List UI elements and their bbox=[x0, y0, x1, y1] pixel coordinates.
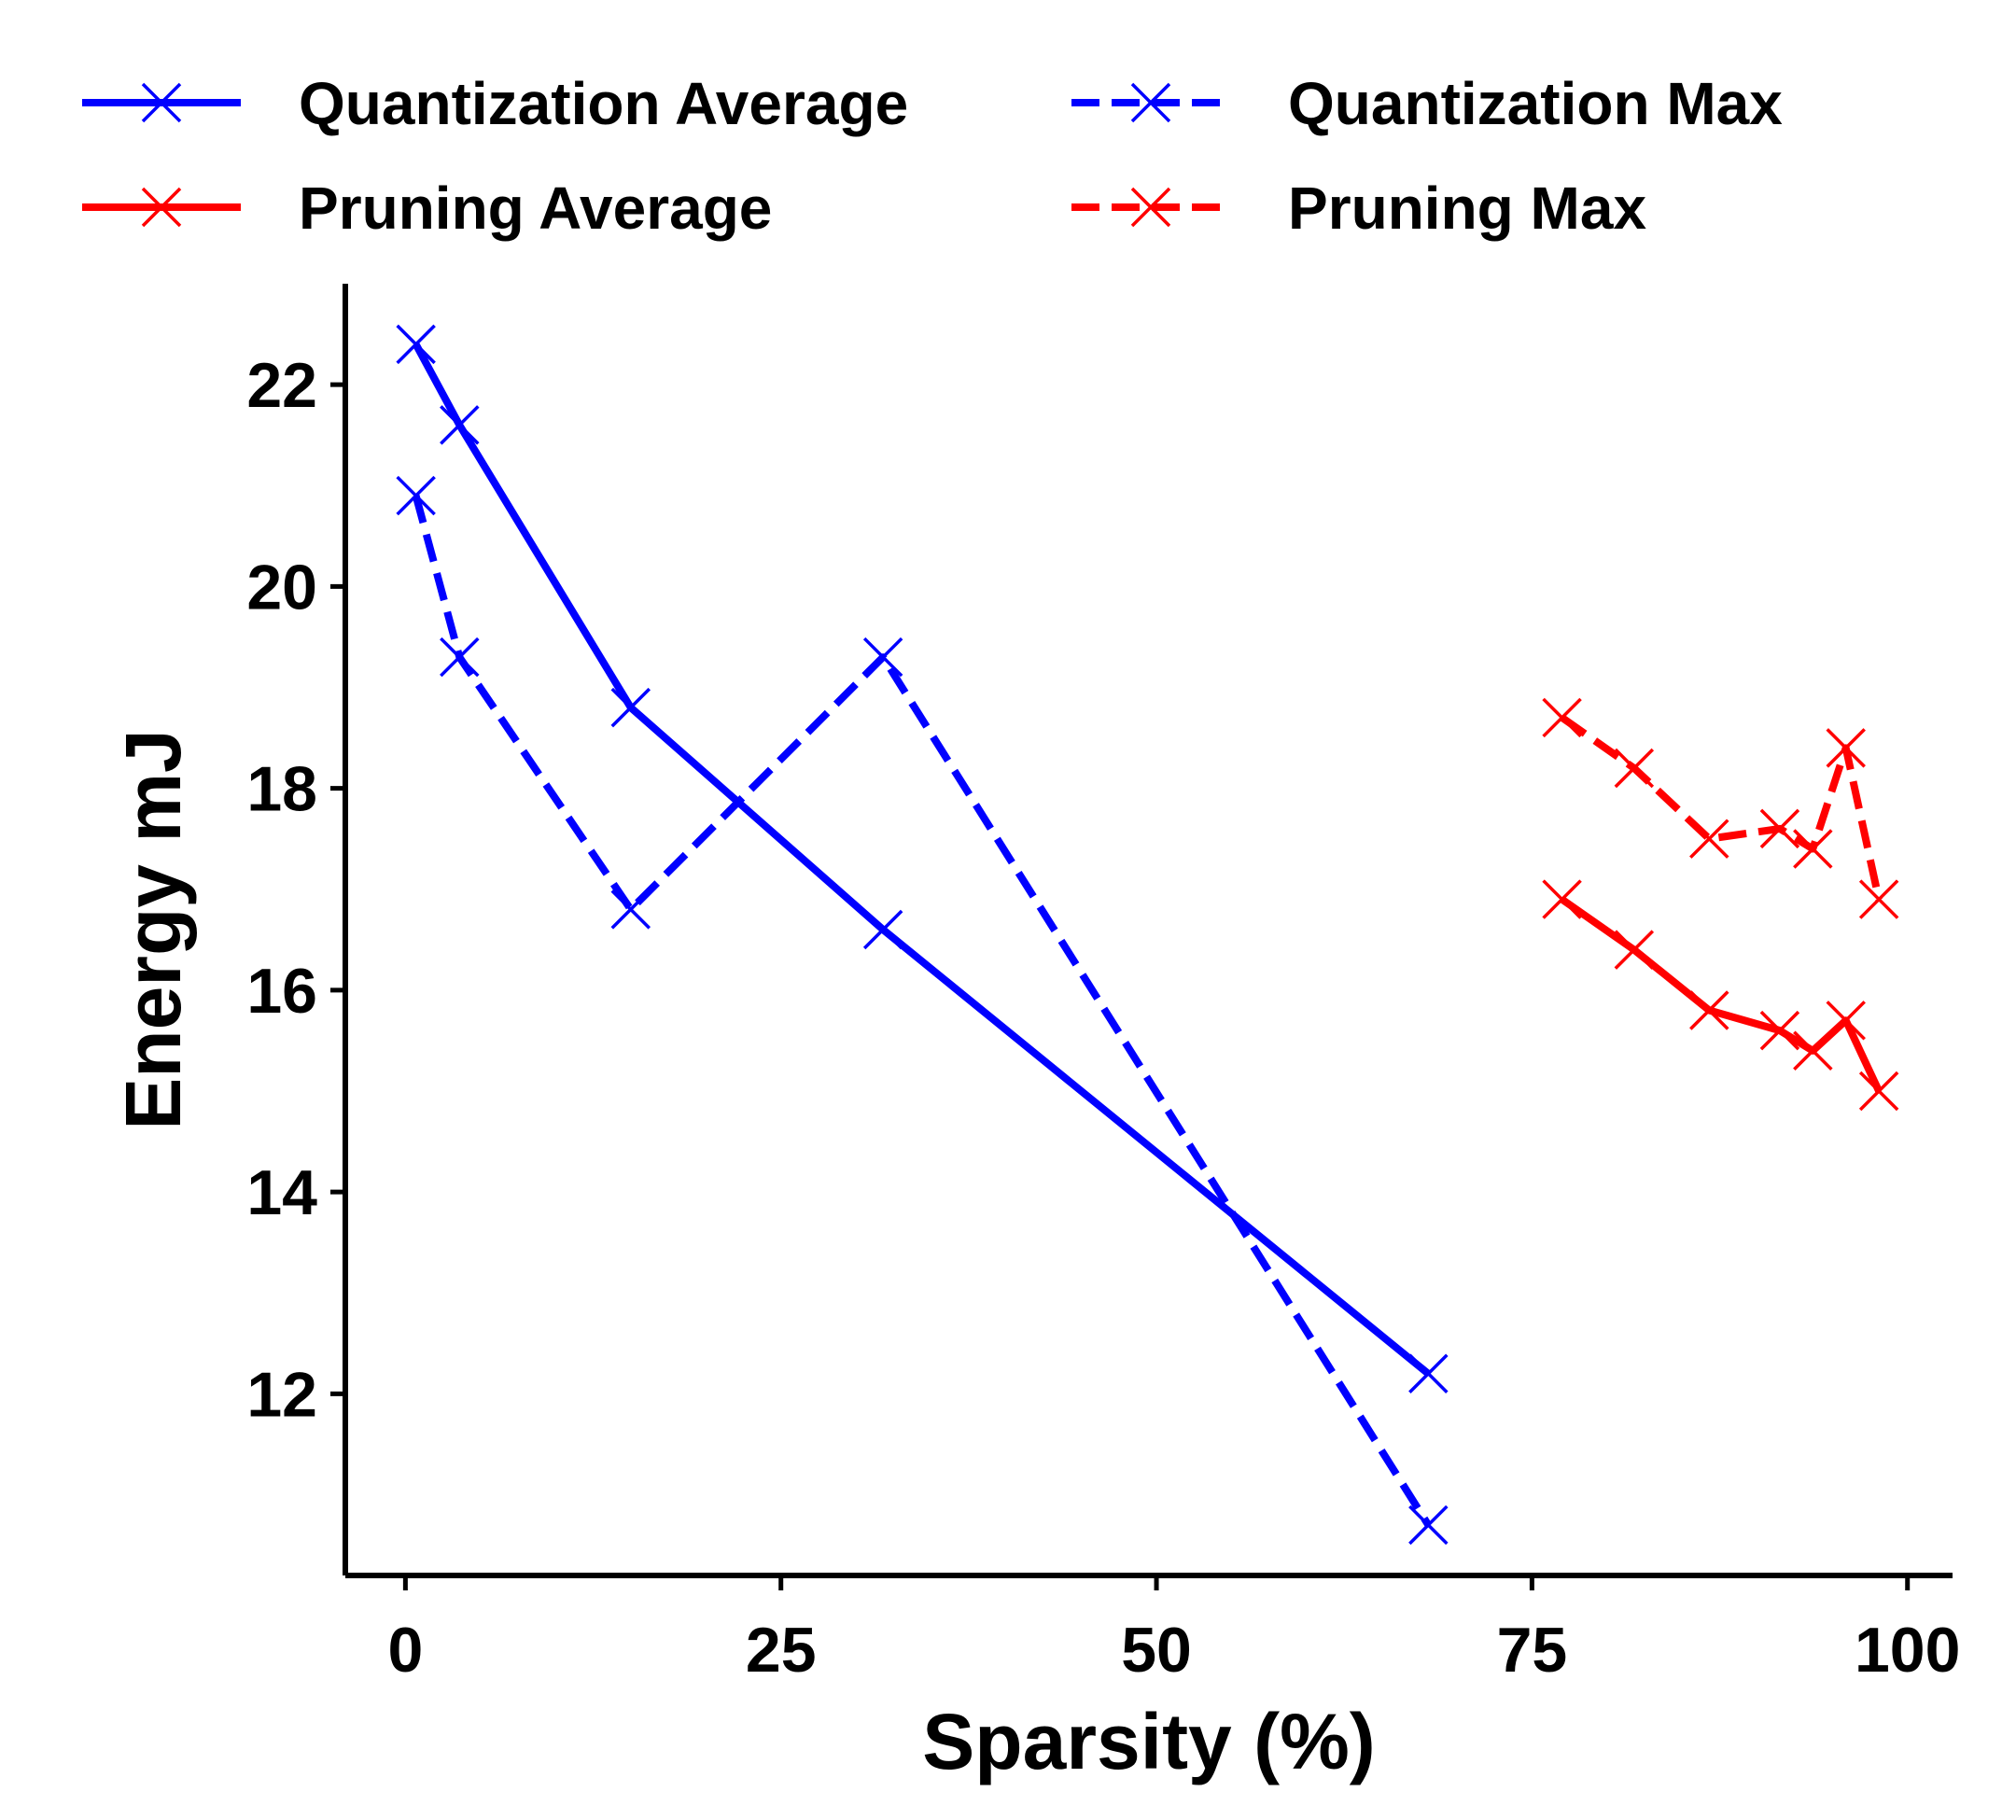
series-line-quantization-average bbox=[413, 342, 1431, 1377]
legend-item-pruning-max: Pruning Max bbox=[1071, 175, 1646, 242]
data-point-marker bbox=[1408, 1505, 1449, 1546]
legend-label: Pruning Average bbox=[299, 175, 772, 242]
series-pruning-max bbox=[1542, 697, 1899, 919]
legend-marker-icon bbox=[141, 82, 182, 123]
data-point-marker bbox=[1759, 808, 1800, 849]
series-pruning-average bbox=[1542, 879, 1899, 1112]
axes bbox=[343, 284, 1953, 1578]
legend-label: Pruning Max bbox=[1288, 175, 1646, 242]
y-tick-label: 16 bbox=[246, 956, 317, 1027]
data-point-marker bbox=[1614, 748, 1655, 789]
data-point-marker bbox=[862, 637, 903, 678]
x-tick-label: 50 bbox=[1121, 1615, 1192, 1686]
ticks: 0 25 50 75 100 12 14 16 18 20 22 bbox=[246, 350, 1960, 1686]
legend: Quantization Average Quantization Max Prun… bbox=[82, 70, 1783, 242]
data-point-marker bbox=[1826, 728, 1866, 768]
legend-item-quantization-average: Quantization Average bbox=[82, 70, 908, 137]
data-point-marker bbox=[1826, 1001, 1866, 1041]
legend-marker-icon bbox=[1130, 82, 1171, 123]
data-point-marker bbox=[610, 687, 651, 728]
series-line-pruning-max bbox=[1560, 714, 1883, 901]
y-tick-label: 18 bbox=[246, 754, 317, 825]
y-tick-label: 12 bbox=[246, 1359, 317, 1430]
data-point-marker bbox=[396, 475, 436, 516]
data-point-marker bbox=[610, 889, 651, 930]
x-axis-title: Sparsity (%) bbox=[922, 1698, 1375, 1785]
series-layer bbox=[396, 324, 1899, 1546]
series-line-quantization-max bbox=[412, 495, 1432, 1528]
data-point-marker bbox=[1793, 829, 1833, 869]
data-point-marker bbox=[1689, 990, 1729, 1030]
legend-label: Quantization Average bbox=[299, 70, 908, 137]
data-point-marker bbox=[1793, 1030, 1833, 1071]
legend-item-pruning-average: Pruning Average bbox=[82, 175, 772, 242]
data-point-marker bbox=[1542, 697, 1582, 738]
x-tick-label: 0 bbox=[387, 1615, 423, 1686]
x-tick-label: 75 bbox=[1497, 1615, 1568, 1686]
y-tick-label: 14 bbox=[246, 1157, 317, 1228]
series-quantization-max bbox=[396, 475, 1449, 1546]
series-line-pruning-average bbox=[1560, 896, 1883, 1093]
data-point-marker bbox=[1858, 879, 1899, 919]
data-point-marker bbox=[1689, 819, 1729, 859]
series-quantization-average bbox=[396, 324, 1449, 1393]
data-point-marker bbox=[440, 405, 480, 445]
data-point-marker bbox=[1858, 1071, 1899, 1112]
legend-label: Quantization Max bbox=[1288, 70, 1783, 137]
legend-item-quantization-max: Quantization Max bbox=[1071, 70, 1783, 137]
data-point-marker bbox=[396, 324, 436, 365]
data-point-marker bbox=[440, 637, 480, 678]
x-tick-label: 25 bbox=[746, 1615, 817, 1686]
data-point-marker bbox=[862, 909, 903, 950]
y-tick-label: 20 bbox=[246, 552, 317, 623]
data-point-marker bbox=[1759, 1010, 1800, 1051]
x-tick-label: 100 bbox=[1855, 1615, 1960, 1686]
y-axis-title: Energy mJ bbox=[109, 729, 197, 1130]
legend-marker-icon bbox=[1130, 187, 1171, 228]
legend-marker-icon bbox=[141, 187, 182, 228]
data-point-marker bbox=[1408, 1353, 1449, 1393]
data-point-marker bbox=[1614, 930, 1655, 970]
y-tick-label: 22 bbox=[246, 350, 317, 421]
data-point-marker bbox=[1542, 879, 1582, 919]
